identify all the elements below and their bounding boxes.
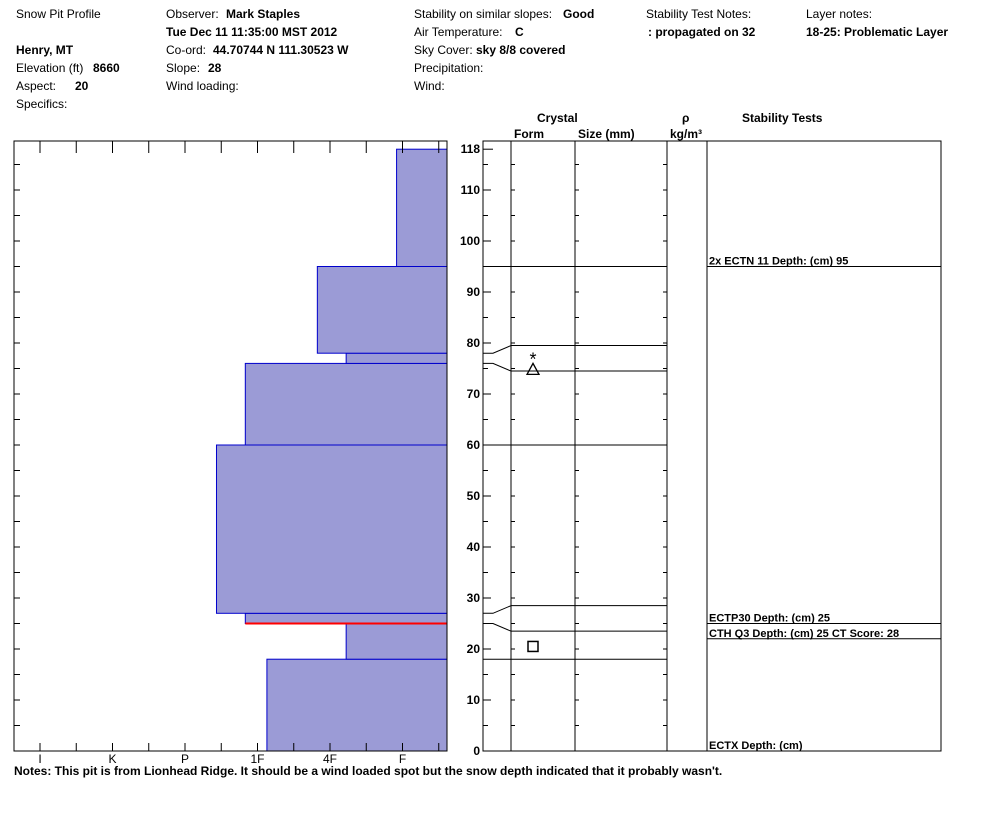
aspect-label: Aspect: <box>16 79 57 93</box>
hardness-layer-2 <box>244 612 448 624</box>
slope-label: Slope: <box>166 61 201 75</box>
layer-notes-value: 18-25: Problematic Layer <box>806 25 949 39</box>
star-crystal-icon: * <box>529 349 536 369</box>
coord-value: 44.70744 N 111.30523 W <box>213 43 349 57</box>
hardness-layer-0 <box>266 658 448 752</box>
hardness-panel-frame <box>13 140 448 752</box>
layer-connector <box>483 362 512 372</box>
specifics-label: Specifics: <box>16 97 68 111</box>
hardness-label-i: I <box>38 752 41 766</box>
hardness-label-k: K <box>108 752 116 766</box>
y-tick-label: 40 <box>467 540 481 554</box>
sky-label: Sky Cover: <box>414 43 473 57</box>
stability-test-label-1: ECTP30 Depth: (cm) 25 <box>709 613 830 625</box>
size-header: Size (mm) <box>578 127 635 141</box>
stability-tests-header: Stability Tests <box>742 111 823 125</box>
rho-header: ρ <box>682 111 690 125</box>
y-tick-label: 20 <box>467 642 481 656</box>
form-header: Form <box>514 127 544 141</box>
elevation-value: 8660 <box>93 61 120 75</box>
y-tick-label: 50 <box>467 489 481 503</box>
y-tick-label: 100 <box>460 234 480 248</box>
y-tick-label: 10 <box>467 693 481 707</box>
hardness-label-p: P <box>181 752 189 766</box>
y-tick-label: 110 <box>461 183 481 197</box>
hardness-layer-1 <box>345 623 448 660</box>
hardness-layer-4 <box>244 362 448 446</box>
location: Henry, MT <box>16 43 74 57</box>
hardness-label-1f: 1F <box>250 752 264 766</box>
square-crystal-icon <box>527 640 539 653</box>
hardness-layer-5 <box>345 352 448 364</box>
hardness-layer-3 <box>215 444 448 614</box>
page-title: Snow Pit Profile <box>16 7 101 21</box>
observer-value: Mark Staples <box>226 7 301 21</box>
y-tick-label: 70 <box>467 387 481 401</box>
stability-label: Stability on similar slopes: <box>414 7 553 21</box>
layer-panel-frame <box>482 140 942 752</box>
stability-value: Good <box>563 7 595 21</box>
density-unit-header: kg/m³ <box>670 127 703 141</box>
y-tick-label: 0 <box>473 744 480 758</box>
layer-connector <box>483 605 512 614</box>
stability-test-label-3: ECTX Depth: (cm) <box>709 740 803 752</box>
hardness-layer-6 <box>316 266 448 354</box>
air-temp-label: Air Temperature: <box>414 25 503 39</box>
hardness-label-f: F <box>399 752 406 766</box>
stability-test-label-0: 2x ECTN 11 Depth: (cm) 95 <box>709 256 848 268</box>
observer-label: Observer: <box>166 7 219 21</box>
stability-notes-label: Stability Test Notes: <box>646 7 752 21</box>
hardness-layer-7 <box>396 148 448 267</box>
datetime: Tue Dec 11 11:35:00 MST 2012 <box>166 25 338 39</box>
aspect-value: 20 <box>75 79 89 93</box>
y-tick-label: 30 <box>467 591 481 605</box>
layer-connector <box>483 623 512 632</box>
y-tick-label: 90 <box>467 285 481 299</box>
layer-connector <box>483 345 512 354</box>
slope-value: 28 <box>208 61 222 75</box>
notes: Notes: This pit is from Lionhead Ridge. … <box>14 764 723 778</box>
stability-notes-value: : propagated on 32 <box>648 25 756 39</box>
precip-label: Precipitation: <box>414 61 484 75</box>
crystal-header: Crystal <box>537 111 578 125</box>
y-tick-label: 80 <box>467 336 481 350</box>
wind-label: Wind: <box>414 79 445 93</box>
wind-loading-label: Wind loading: <box>166 79 239 93</box>
air-temp-value: C <box>515 25 524 39</box>
layer-notes-label: Layer notes: <box>806 7 873 21</box>
y-top-label: 118 <box>461 142 481 156</box>
stability-test-label-2: CTH Q3 Depth: (cm) 25 CT Score: 28 <box>709 628 899 640</box>
coord-label: Co-ord: <box>166 43 207 57</box>
hardness-label-4f: 4F <box>323 752 337 766</box>
sky-value: sky 8/8 covered <box>476 43 566 57</box>
elevation-label: Elevation (ft) <box>16 61 84 75</box>
triangle-crystal-icon <box>525 362 541 376</box>
y-tick-label: 60 <box>467 438 481 452</box>
